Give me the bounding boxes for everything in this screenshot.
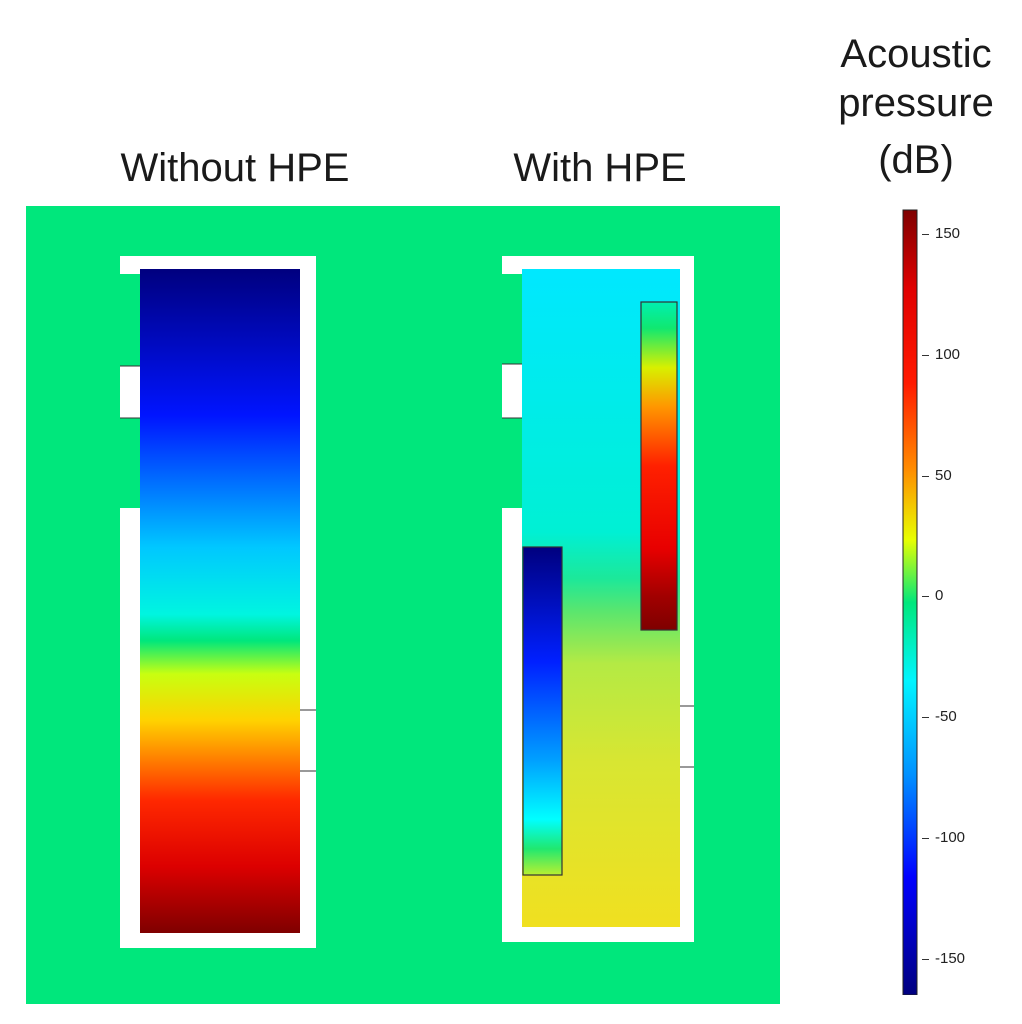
port-gap-2 [120,418,140,508]
colorbar-tick-mark [922,234,929,236]
hpe-element-upper [640,301,678,631]
port-gap-1 [120,274,140,366]
colorbar-title-line-3: (dB) [878,138,954,182]
hpe-element-lower [522,546,563,876]
port-gap-1 [502,274,522,364]
colorbar-tick-mark [922,958,929,960]
colorbar-tick-mark [922,596,929,598]
colorbar-title-line-2: pressure [838,81,994,125]
colorbar-tick-label: -50 [935,708,957,726]
device-without-hpe [120,256,316,948]
colorbar-tick-label: 50 [935,466,952,484]
colorbar-title-line-1: Acoustic [840,32,992,76]
colorbar-tick-mark [922,354,929,356]
colorbar-tick-label: 100 [935,345,961,363]
pressure-region [140,269,300,933]
simulation-field [26,206,780,1004]
colorbar-tick-mark [922,475,929,477]
colorbar [902,209,918,995]
colorbar-tick-mark [922,838,929,839]
colorbar-tick-label: -150 [935,949,966,967]
colorbar-tick-mark [922,717,929,719]
panel-title-without-hpe: Without HPE [120,146,350,190]
panel-title-with-hpe: With HPE [513,146,687,190]
colorbar-tick-label: -100 [935,829,966,846]
colorbar-gradient [902,209,918,995]
colorbar-tick-label: 0 [935,587,944,605]
colorbar-tick-label: 150 [935,225,961,243]
device-with-hpe [502,256,694,942]
port-gap-2 [502,418,522,508]
